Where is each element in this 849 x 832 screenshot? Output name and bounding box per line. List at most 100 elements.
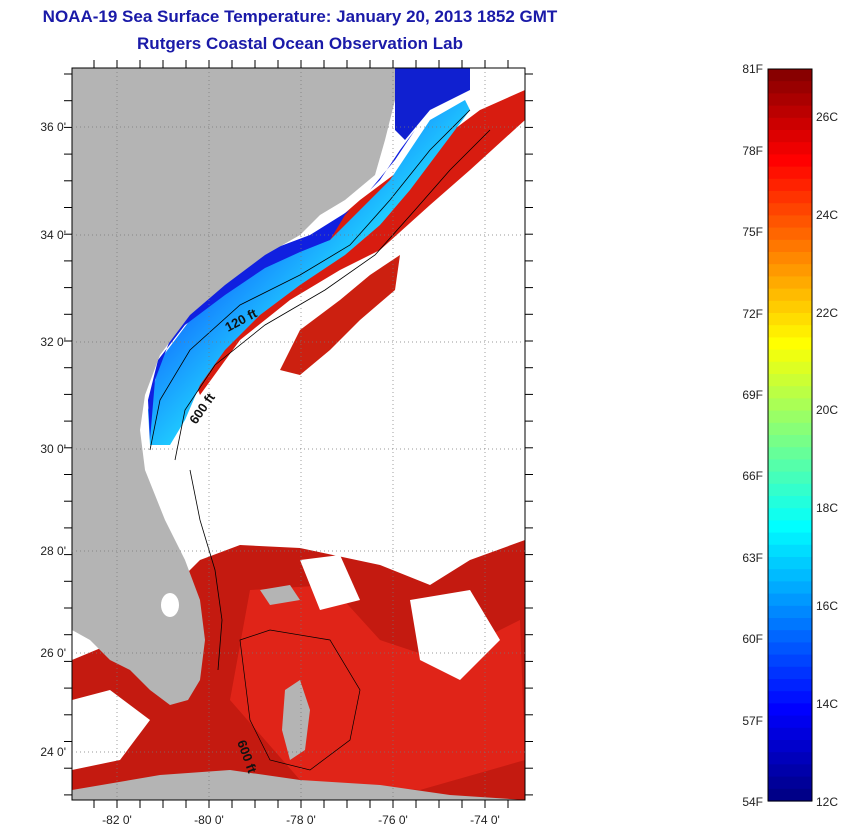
- colorbar-swatch: [768, 239, 812, 253]
- lon-label: -80 0': [194, 813, 224, 827]
- colorbar-swatch: [768, 630, 812, 643]
- colorbar-swatch: [768, 593, 812, 607]
- colorbar-swatch: [768, 81, 812, 94]
- gulf-stream-patch: [280, 255, 400, 375]
- lon-label: -76 0': [378, 813, 408, 827]
- colorbar-swatch: [768, 117, 812, 131]
- colorbar-swatch: [768, 105, 812, 119]
- colorbar-swatch: [768, 544, 812, 558]
- lat-label: 34 0': [40, 228, 66, 242]
- colorbar-f-label: 72F: [742, 307, 763, 321]
- contour-600ft: [174, 129, 491, 461]
- colorbar-c-label: 26C: [816, 110, 838, 124]
- colorbar-f-label: 54F: [742, 795, 763, 809]
- lat-labels: 36 0' 34 0' 32 0' 30 0' 28 0' 26 0' 24 0…: [40, 120, 66, 759]
- colorbar-swatch: [768, 471, 812, 485]
- colorbar-f-label: 57F: [742, 714, 763, 728]
- cloud-gap-south-2: [410, 590, 500, 680]
- colorbar-swatch: [768, 349, 812, 363]
- colorbar-swatch: [768, 581, 812, 595]
- colorbar-swatch: [768, 203, 812, 216]
- colorbar-swatch: [768, 337, 812, 351]
- colorbar-swatch: [768, 325, 812, 338]
- colorbar-c-label: 14C: [816, 697, 838, 711]
- colorbar-swatch: [768, 69, 812, 82]
- colorbar-swatch: [768, 398, 812, 412]
- lat-label: 30 0': [40, 442, 66, 456]
- colorbar-swatch: [768, 605, 812, 619]
- colorbar-swatch: [768, 459, 812, 473]
- cloud-gap-south-1: [72, 690, 150, 770]
- colorbar-f-label: 78F: [742, 144, 763, 158]
- map-frame: [71, 67, 526, 801]
- colorbar-swatch: [768, 569, 812, 582]
- colorbar-swatch: [768, 166, 812, 180]
- colorbar-c-label: 20C: [816, 403, 838, 417]
- contour-bahamas: [239, 629, 361, 771]
- land-bahamas-2: [260, 585, 300, 605]
- lon-label: -74 0': [470, 813, 500, 827]
- colorbar-swatch: [768, 313, 812, 326]
- colorbar-swatch: [768, 727, 812, 741]
- colorbar-c-labels: 26C 24C 22C 20C 18C 16C 14C 12C: [816, 110, 838, 809]
- colorbar-swatch: [768, 666, 812, 680]
- colorbar-swatch: [768, 691, 812, 704]
- colorbar-f-label: 75F: [742, 225, 763, 239]
- colorbar-f-label: 63F: [742, 551, 763, 565]
- land-cuba: [72, 770, 525, 800]
- colorbar-swatch: [768, 410, 812, 424]
- colorbar-swatch: [768, 191, 812, 204]
- axis-ticks: [64, 60, 533, 808]
- colorbar-c-label: 24C: [816, 208, 838, 222]
- lake: [161, 593, 179, 617]
- colorbar-swatch: [768, 264, 812, 277]
- colorbar-swatch: [768, 142, 812, 155]
- colorbar-swatch: [768, 532, 812, 546]
- colorbar-swatch: [768, 715, 812, 729]
- colorbar-c-label: 12C: [816, 795, 838, 809]
- colorbar-swatch: [768, 788, 812, 802]
- colorbar-f-label: 81F: [742, 62, 763, 76]
- colorbar-swatch: [768, 386, 812, 399]
- colorbar-swatch: [768, 740, 812, 753]
- colorbar-swatch: [768, 288, 812, 302]
- colorbar-swatch: [768, 618, 812, 631]
- colorbar-swatch: [768, 447, 812, 460]
- lat-label: 26 0': [40, 646, 66, 660]
- colorbar-swatch: [768, 300, 812, 314]
- colorbar-swatch: [768, 508, 812, 521]
- map-subtitle: Rutgers Coastal Ocean Observation Lab: [137, 34, 463, 53]
- lat-label: 28 0': [40, 544, 66, 558]
- land-us-coast: [72, 68, 395, 705]
- cold-corner: [395, 68, 470, 140]
- lon-label: -82 0': [102, 813, 132, 827]
- colorbar-c-label: 18C: [816, 501, 838, 515]
- lat-label: 32 0': [40, 335, 66, 349]
- colorbar-swatch: [768, 435, 812, 448]
- colorbar-swatch: [768, 215, 812, 229]
- lon-labels: -82 0' -80 0' -78 0' -76 0' -74 0': [102, 813, 500, 827]
- colorbar-c-label: 16C: [816, 599, 838, 613]
- lat-label: 24 0': [40, 745, 66, 759]
- colorbar-swatch: [768, 154, 812, 168]
- colorbar-swatch: [768, 422, 812, 436]
- colorbar-swatch: [768, 776, 812, 790]
- colorbar-swatch: [768, 557, 812, 570]
- colorbar-swatch: [768, 374, 812, 387]
- colorbar-swatch: [768, 642, 812, 656]
- colorbar-swatch: [768, 654, 812, 668]
- colorbar-swatches: [768, 69, 812, 802]
- colorbar-c-label: 22C: [816, 306, 838, 320]
- colorbar-swatch: [768, 227, 812, 241]
- cloud-gap-south-3: [300, 555, 360, 610]
- colorbar-swatch: [768, 752, 812, 765]
- colorbar-swatch: [768, 483, 812, 497]
- colorbar-swatch: [768, 130, 812, 143]
- colorbar-f-label: 69F: [742, 388, 763, 402]
- colorbar-f-label: 66F: [742, 469, 763, 483]
- lat-label: 36 0': [40, 120, 66, 134]
- land-bahamas-1: [282, 680, 310, 760]
- map-title: NOAA-19 Sea Surface Temperature: January…: [42, 7, 558, 26]
- colorbar-swatch: [768, 252, 812, 265]
